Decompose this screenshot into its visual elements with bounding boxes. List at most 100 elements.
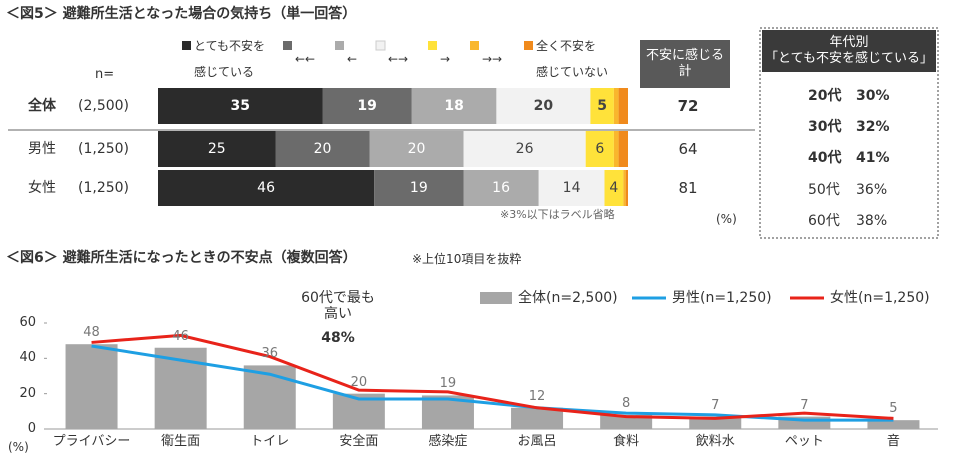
bar-segment	[463, 131, 586, 167]
legend-swatch	[375, 40, 386, 51]
totals-header: 不安に感じる 計	[645, 48, 725, 79]
n-label: n=	[95, 67, 115, 82]
legend-swatch	[470, 41, 479, 50]
age-value: 32%	[856, 119, 890, 135]
age-value: 38%	[856, 213, 888, 229]
x-tick-label: プライバシー	[52, 434, 131, 449]
row-label: 全体	[28, 98, 56, 114]
x-tick-label: 食料	[613, 434, 640, 449]
segment-label: 19	[357, 98, 377, 114]
bar-segment	[158, 88, 323, 124]
legend-label: ←→	[388, 52, 409, 66]
sample-size: (2,500)	[78, 98, 130, 114]
bar-segment	[496, 88, 591, 124]
bar-value-label: 7	[800, 397, 809, 413]
segment-label: 20	[533, 98, 554, 114]
legend-label: とても不安を 感じている	[194, 39, 266, 79]
bar-segment	[618, 88, 628, 124]
bar-value-label: 5	[889, 401, 898, 417]
bar	[65, 344, 118, 429]
unit-label: (%)	[716, 212, 737, 226]
y-unit: (%)	[8, 440, 29, 454]
age-value: 36%	[856, 182, 888, 198]
bar-segment	[604, 170, 624, 206]
segment-label: 19	[409, 180, 428, 196]
age-label: 30代	[808, 119, 842, 135]
legend-label: 全体(n=2,500)	[518, 290, 618, 306]
total-value: 72	[677, 97, 699, 115]
bar-value-label: 20	[350, 374, 368, 390]
age-table-title: 年代別 「とても不安を感じている」	[765, 35, 933, 66]
segment-label: 26	[515, 141, 534, 157]
segment-label: 6	[595, 141, 605, 157]
bar-segment	[463, 170, 539, 206]
x-tick-label: 飲料水	[695, 434, 735, 449]
segment-label: 16	[492, 180, 511, 196]
bar-segment	[374, 170, 464, 206]
bar-segment	[623, 170, 626, 206]
bar-segment	[590, 88, 614, 124]
bar	[511, 407, 564, 429]
age-value: 30%	[856, 88, 890, 104]
bar-segment	[585, 131, 614, 167]
row-label: 男性	[28, 141, 56, 157]
segment-label: 14	[562, 180, 581, 196]
total-value: 81	[678, 179, 698, 197]
bar-segment	[613, 88, 619, 124]
legend-swatch	[182, 41, 191, 50]
bar	[689, 416, 742, 429]
bar-segment	[158, 131, 276, 167]
bar-value-label: 7	[711, 397, 720, 413]
line-series	[91, 333, 894, 420]
age-label: 60代	[808, 213, 840, 229]
totals-header-box	[640, 40, 730, 88]
bar-segment	[411, 88, 497, 124]
age-table-header	[762, 30, 936, 72]
x-tick-label: ペット	[784, 434, 824, 449]
legend-label: 男性(n=1,250)	[672, 290, 772, 306]
note: ※3%以下はラベル省略	[500, 208, 615, 221]
bar-value-label: 8	[622, 395, 631, 411]
x-tick-label: お風呂	[517, 434, 557, 449]
segment-label: 25	[207, 141, 226, 157]
age-value: 41%	[856, 150, 890, 166]
bar-segment	[322, 88, 412, 124]
bar-segment	[613, 131, 619, 167]
legend-swatch	[480, 292, 512, 304]
segment-label: 4	[609, 180, 619, 196]
x-tick-label: 音	[886, 434, 900, 449]
legend-swatch	[524, 41, 533, 50]
x-tick-label: 安全面	[339, 434, 379, 449]
chart-subtitle: ※上位10項目を抜粋	[412, 252, 522, 266]
segment-label: 20	[313, 141, 332, 157]
bar-value-label: 36	[261, 346, 279, 362]
y-tick-label: 60	[19, 315, 36, 330]
x-tick-label: 感染症	[428, 434, 468, 449]
bar-segment	[625, 170, 628, 206]
x-tick-label: トイレ	[250, 434, 290, 449]
sample-size: (1,250)	[78, 141, 130, 157]
row-label: 女性	[28, 180, 56, 196]
bar	[600, 414, 653, 429]
y-tick-label: 40	[19, 350, 36, 366]
legend-swatch	[283, 41, 292, 50]
legend-label: ←	[347, 52, 358, 66]
bar-segment	[275, 131, 370, 167]
age-label: 20代	[808, 88, 842, 104]
annotation: 60代で最も 高い	[301, 290, 375, 322]
chart-title: ＜図5＞ 避難所生活となった場合の気持ち（単一回答）	[6, 6, 357, 22]
line-series	[91, 344, 894, 422]
bar-value-label: 12	[528, 388, 546, 404]
legend-swatch	[335, 41, 344, 50]
segment-label: 18	[444, 98, 464, 114]
segment-label: 20	[407, 141, 426, 157]
x-tick-label: 衛生面	[161, 434, 201, 449]
age-label: 40代	[808, 150, 842, 166]
bar-segment	[158, 170, 375, 206]
legend-label: 女性(n=1,250)	[830, 290, 930, 306]
legend-label: →→	[482, 52, 503, 66]
legend-swatch	[428, 41, 437, 50]
age-table-box	[759, 27, 939, 239]
